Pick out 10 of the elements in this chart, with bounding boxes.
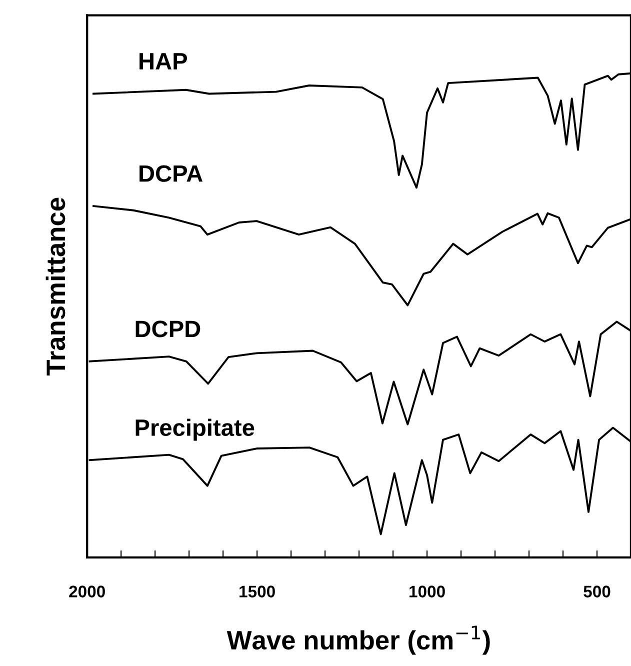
x-tick-label: 500 — [584, 586, 610, 598]
series-label: DCPA — [140, 165, 203, 182]
y-axis-title: Transmittance — [46, 198, 66, 376]
x-tick-label: 1500 — [240, 586, 275, 598]
x-tick-label: 1000 — [410, 586, 445, 598]
x-tick-label: 2000 — [69, 586, 105, 598]
series-label: Precipitate — [136, 418, 254, 441]
series-label: DCPD — [136, 320, 200, 338]
series-label: HAP — [140, 53, 188, 70]
x-axis-title: Wave number (cm$^{−1}$) — [226, 626, 490, 655]
